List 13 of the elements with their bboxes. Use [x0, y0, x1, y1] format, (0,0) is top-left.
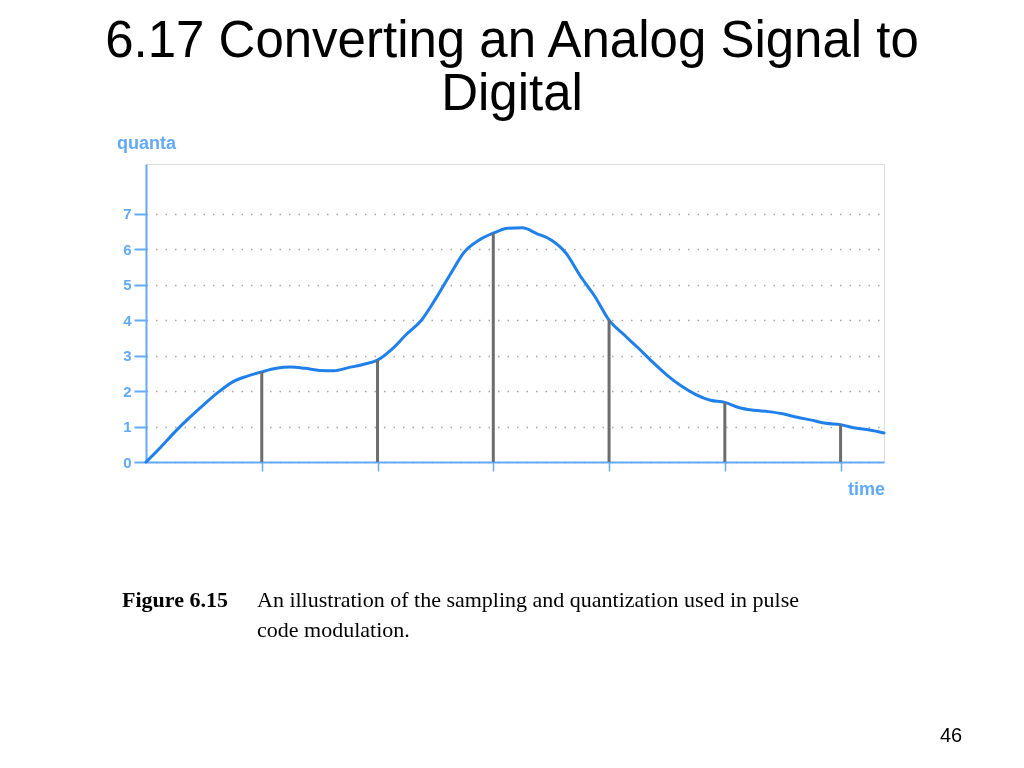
- x-axis-title: time: [847, 478, 886, 499]
- y-tick-label: 4: [123, 311, 133, 329]
- chart-title: 6.17 Converting an Analog Signal to Digital: [105, 11, 919, 121]
- y-tick-label: 3: [123, 347, 132, 365]
- y-tick-label: 5: [123, 276, 132, 294]
- y-tick-label: 7: [123, 205, 132, 223]
- y-tick-label: 0: [123, 453, 132, 471]
- text: Figure 6.15 An illustration of the sampling and quantization used in pulse code modulation.: [122, 587, 799, 642]
- y-tick-label: 6: [123, 240, 132, 258]
- y-axis-title: quanta: [116, 132, 177, 153]
- text: 46: [939, 724, 963, 746]
- y-tick-label: 2: [123, 382, 132, 400]
- y-tick-label: 1: [123, 418, 132, 436]
